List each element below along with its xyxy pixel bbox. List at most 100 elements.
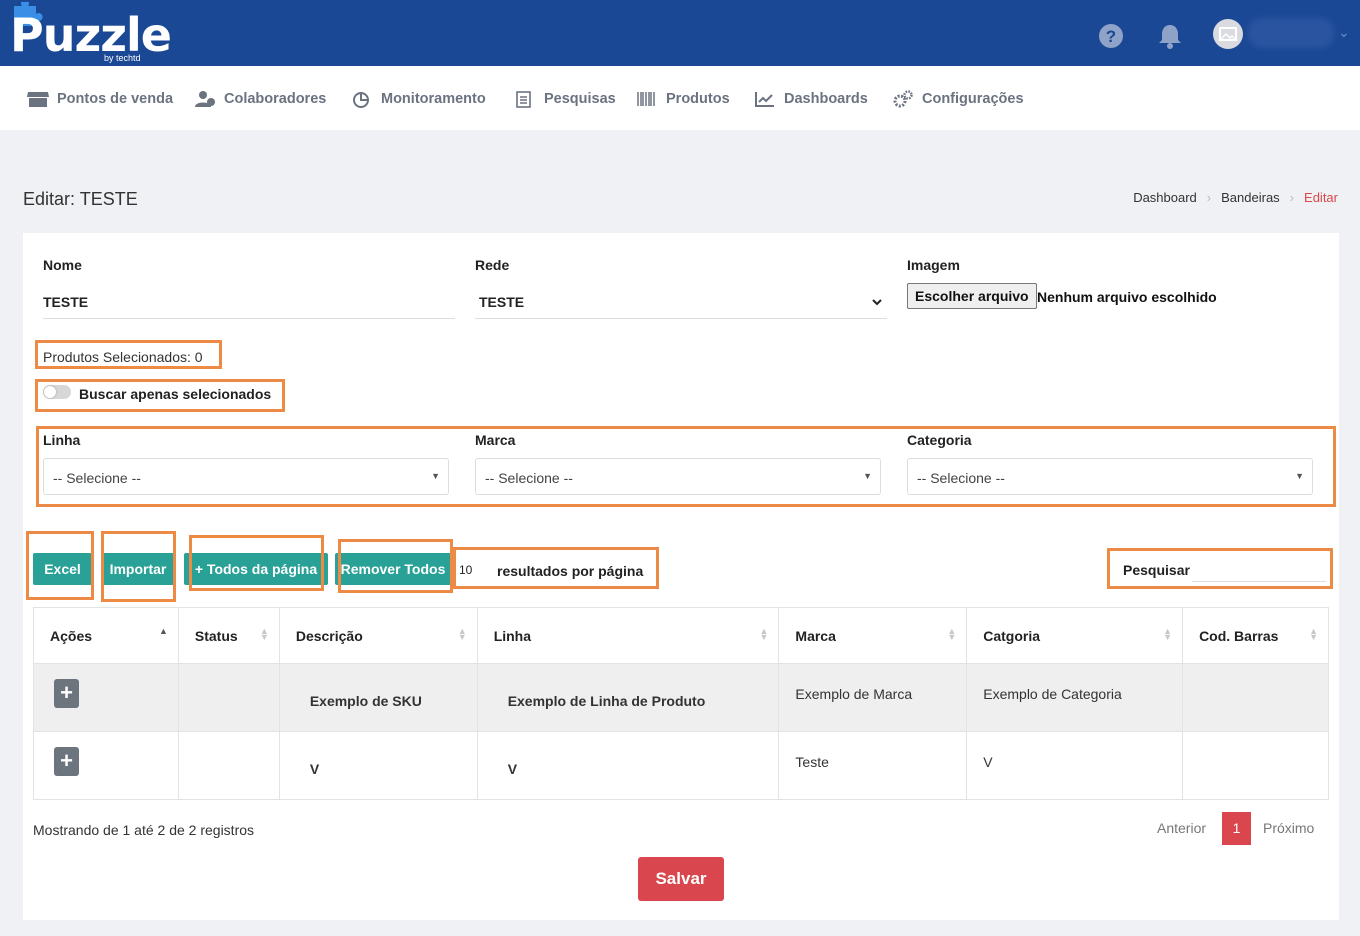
users-icon [195,91,215,107]
marca-select[interactable]: -- Selecione -- ▼ [475,458,881,495]
products-table: Ações ▲ Status ▲ ▼ Descrição ▲ ▼ Linha ▲ ▼ Marc… [33,607,1329,800]
save-button[interactable]: Salvar [638,857,724,901]
categoria-select[interactable]: -- Selecione -- ▼ [907,458,1313,495]
marca-cell: Exemplo de Marca [778,663,968,732]
add-all-page-button[interactable]: + Todos da página [184,553,328,585]
actions-cell: + [33,663,179,732]
table-row: + V V Teste V [33,731,1329,800]
status-cell [177,731,280,800]
caret-down-icon: ▼ [1295,471,1304,481]
pagination-prev[interactable]: Anterior [1157,820,1207,836]
rede-value: TESTE [479,294,525,310]
store-icon [27,92,49,107]
excel-button[interactable]: Excel [33,553,92,585]
nav-label: Pontos de venda [57,91,174,107]
nav-dashboards[interactable]: Dashboards [754,90,868,108]
breadcrumb-bandeiras[interactable]: Bandeiras [1221,190,1280,205]
table-row: + Exemplo de SKU Exemplo de Linha de Pro… [33,663,1329,732]
nome-field[interactable]: TESTE [43,285,455,319]
header-cod-barras[interactable]: Cod. Barras ▲ ▼ [1182,607,1329,664]
header-linha[interactable]: Linha ▲ ▼ [476,607,780,664]
header-label: Catgoria [983,627,1041,644]
image-icon [1219,27,1237,41]
importar-button[interactable]: Importar [101,553,175,585]
linha-value: -- Selecione -- [53,470,141,486]
sort-icon: ▲ ▼ [259,626,269,642]
page-title: Editar: TESTE [23,189,138,209]
nav-label: Configurações [922,91,1024,107]
nav-produtos[interactable]: Produtos [636,90,730,108]
categoria-cell: V [966,731,1184,800]
descricao-cell: V [278,731,478,800]
highlight-box [1107,548,1333,589]
clipboard-icon [516,91,531,108]
header-status[interactable]: Status ▲ ▼ [177,607,280,664]
line-chart-icon [755,92,774,107]
search-label: Pesquisar [1123,562,1190,578]
bell-icon[interactable] [1156,22,1184,50]
selected-count: Produtos Selecionados: 0 [43,349,203,365]
header-label: Status [194,627,238,644]
nav-colaboradores[interactable]: Colaboradores [194,90,326,108]
linha-cell: Exemplo de Linha de Produto [476,663,780,732]
cod-barras-cell [1182,731,1329,800]
selected-only-toggle[interactable] [43,385,71,399]
page-length-label: resultados por página [497,563,644,579]
header-label: Marca [795,627,836,644]
highlight-box [101,531,176,602]
imagem-label: Imagem [907,257,960,273]
svg-text:?: ? [1106,27,1116,46]
pagination-current[interactable]: 1 [1222,812,1251,845]
breadcrumb-editar: Editar [1304,190,1338,205]
sort-icon: ▲ ▼ [947,626,957,642]
user-name[interactable] [1248,18,1334,48]
add-icon[interactable]: + [54,747,79,776]
descricao-cell: Exemplo de SKU [278,663,478,732]
sort-icon: ▲ ▼ [1309,626,1318,642]
add-icon[interactable]: + [54,679,79,708]
highlight-box [453,547,659,589]
chevron-right-icon: › [1206,190,1212,205]
actions-cell: + [33,731,179,800]
rede-label: Rede [475,257,510,273]
main-nav: Pontos de venda Colaboradores Monitorame… [0,66,1360,130]
nav-configuracoes[interactable]: Configurações [892,90,1024,108]
puzzle-piece-icon [14,2,43,26]
help-icon[interactable]: ? [1097,22,1125,50]
pagination-next[interactable]: Próximo [1263,820,1315,836]
header-descricao[interactable]: Descrição ▲ ▼ [278,607,478,664]
rede-select[interactable]: TESTE [475,285,887,319]
header-marca[interactable]: Marca ▲ ▼ [778,607,968,664]
avatar[interactable] [1213,19,1243,49]
table-header-row: Ações ▲ Status ▲ ▼ Descrição ▲ ▼ Linha ▲ ▼ Marc… [33,607,1329,664]
choose-file-button[interactable]: Escolher arquivo [907,283,1037,309]
header-label: Ações [50,627,93,644]
marca-label: Marca [475,432,516,448]
sort-asc-icon: ▲ [158,626,168,636]
header-acoes[interactable]: Ações ▲ [33,607,179,664]
nav-monitoramento[interactable]: Monitoramento [351,90,486,108]
sort-icon: ▲ ▼ [1163,626,1173,642]
breadcrumb-dashboard[interactable]: Dashboard [1133,190,1197,205]
status-cell [177,663,280,732]
caret-down-icon: ▼ [863,471,872,481]
remove-all-button[interactable]: Remover Todos [335,553,451,585]
linha-select[interactable]: -- Selecione -- ▼ [43,458,449,495]
search-input[interactable] [1192,558,1326,582]
highlight-box [338,539,453,593]
pie-chart-icon [353,92,369,108]
file-status: Nenhum arquivo escolhido [1037,289,1217,305]
puzzle-logo[interactable]: Puzzle by techtd [8,2,172,64]
table-info: Mostrando de 1 até 2 de 2 registros [33,822,255,838]
marca-value: -- Selecione -- [485,470,573,486]
nav-pontos-de-venda[interactable]: Pontos de venda [27,90,173,108]
nav-label: Monitoramento [381,91,486,107]
page-length-select[interactable]: 10 [459,563,473,577]
chevron-down-icon[interactable]: ⌄ [1338,24,1350,40]
toggle-label: Buscar apenas selecionados [79,386,272,402]
nav-pesquisas[interactable]: Pesquisas [514,90,616,108]
categoria-value: -- Selecione -- [917,470,1005,486]
marca-cell: Teste [778,731,968,800]
header-categoria[interactable]: Catgoria ▲ ▼ [966,607,1184,664]
nav-label: Dashboards [784,91,868,107]
